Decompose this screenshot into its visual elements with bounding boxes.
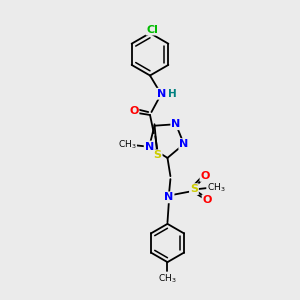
- Text: O: O: [200, 171, 210, 181]
- Text: N: N: [157, 89, 166, 99]
- Text: Cl: Cl: [146, 25, 158, 34]
- Text: N: N: [179, 139, 188, 149]
- Text: O: O: [129, 106, 139, 116]
- Text: methyl: methyl: [125, 144, 130, 146]
- Text: N: N: [145, 142, 154, 152]
- Text: N: N: [164, 192, 174, 203]
- Text: N: N: [171, 119, 181, 129]
- Text: S: S: [154, 150, 162, 160]
- Text: O: O: [202, 195, 212, 205]
- Text: H: H: [168, 89, 177, 99]
- Text: $\mathregular{CH_3}$: $\mathregular{CH_3}$: [158, 272, 177, 285]
- Text: S: S: [190, 184, 198, 194]
- Text: $\mathregular{CH_3}$: $\mathregular{CH_3}$: [118, 139, 136, 151]
- Text: $\mathregular{CH_3}$: $\mathregular{CH_3}$: [207, 182, 225, 194]
